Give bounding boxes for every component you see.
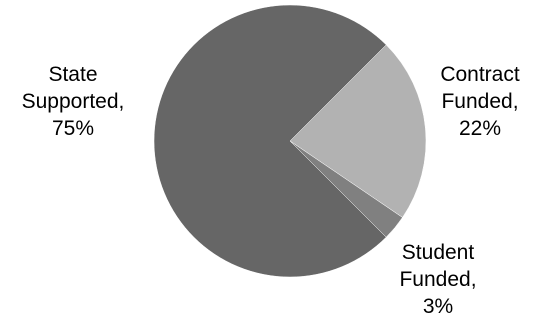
label-state-supported-line-1: State bbox=[48, 63, 97, 86]
label-state-supported-line-2: Supported, bbox=[22, 90, 125, 113]
label-contract-funded: Contract Funded, 22% bbox=[440, 63, 520, 140]
label-contract-funded-line-2: Funded, bbox=[441, 90, 518, 113]
label-student-funded-line-3: 3% bbox=[423, 295, 453, 318]
label-contract-funded-line-1: Contract bbox=[440, 63, 520, 86]
slice-contract-funded bbox=[289, 44, 427, 218]
label-student-funded-line-2: Funded, bbox=[399, 268, 476, 291]
slice-state-supported bbox=[153, 4, 387, 278]
label-student-funded-line-1: Student bbox=[402, 241, 475, 264]
label-student-funded: Student Funded, 3% bbox=[399, 241, 476, 318]
pie-slices bbox=[153, 4, 427, 278]
label-state-supported: State Supported, 75% bbox=[22, 63, 125, 140]
label-contract-funded-line-3: 22% bbox=[459, 117, 501, 140]
label-state-supported-line-3: 75% bbox=[52, 117, 94, 140]
